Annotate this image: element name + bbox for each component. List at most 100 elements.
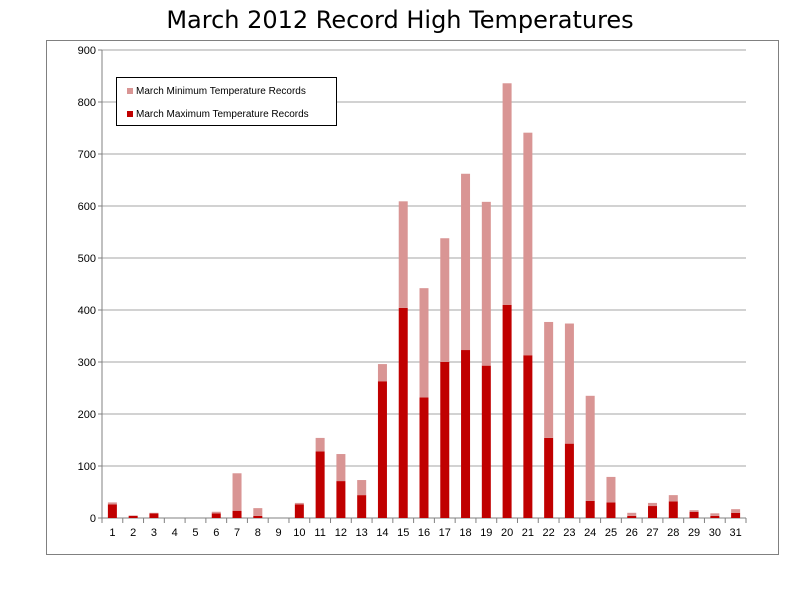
x-tick-label: 11	[314, 527, 325, 539]
y-tick-label: 300	[78, 357, 96, 369]
chart-legend: March Minimum Temperature Records March …	[116, 77, 337, 126]
x-tick-label: 7	[234, 527, 240, 539]
x-tick-label: 9	[276, 527, 282, 539]
bar-minimum	[585, 395, 595, 501]
bar-maximum	[502, 304, 512, 518]
bar-minimum	[419, 288, 429, 398]
bar-minimum	[627, 512, 637, 516]
bar-maximum	[564, 443, 574, 518]
bar-maximum	[149, 513, 159, 518]
bar-minimum	[107, 502, 117, 505]
x-tick-label: 24	[584, 527, 596, 539]
x-tick-label: 29	[688, 527, 700, 539]
bar-maximum	[481, 365, 491, 518]
bar-minimum	[564, 323, 574, 444]
bar-maximum	[731, 512, 741, 518]
x-tick-label: 18	[459, 527, 471, 539]
y-tick-label: 200	[78, 409, 96, 421]
bar-maximum	[211, 513, 221, 518]
bar-maximum	[357, 495, 367, 518]
bar-minimum	[294, 502, 304, 505]
bar-maximum	[419, 397, 429, 518]
chart-title: March 2012 Record High Temperatures	[166, 6, 634, 34]
x-tick-label: 21	[522, 527, 534, 539]
x-tick-label: 27	[646, 527, 658, 539]
y-tick-label: 700	[78, 149, 96, 161]
bar-maximum	[689, 511, 699, 518]
bar-maximum	[253, 515, 263, 518]
x-tick-label: 28	[667, 527, 679, 539]
bar-maximum	[648, 506, 658, 518]
y-tick-label: 800	[78, 97, 96, 109]
bar-maximum	[107, 504, 117, 518]
bar-maximum	[627, 515, 637, 518]
bar-minimum	[336, 454, 346, 482]
bar-minimum	[606, 476, 616, 503]
x-tick-label: 14	[376, 527, 388, 539]
bar-maximum	[377, 381, 387, 518]
bar-minimum	[440, 238, 450, 362]
bar-maximum	[315, 451, 325, 518]
x-tick-label: 6	[213, 527, 219, 539]
x-tick-label: 30	[709, 527, 721, 539]
bar-minimum	[544, 321, 554, 438]
legend-swatch-maximum	[127, 111, 133, 117]
x-tick-label: 23	[563, 527, 575, 539]
x-tick-label: 22	[543, 527, 555, 539]
bar-minimum	[648, 502, 658, 507]
bar-maximum	[294, 504, 304, 518]
x-tick-label: 4	[172, 527, 178, 539]
y-tick-label: 0	[90, 513, 96, 525]
x-tick-label: 31	[729, 527, 741, 539]
x-tick-label: 25	[605, 527, 617, 539]
legend-swatch-minimum	[127, 88, 133, 94]
x-tick-label: 19	[480, 527, 492, 539]
bar-minimum	[357, 480, 367, 496]
y-tick-label: 900	[78, 45, 96, 57]
legend-item-maximum: March Maximum Temperature Records	[127, 109, 309, 120]
legend-label-maximum: March Maximum Temperature Records	[136, 109, 309, 120]
x-tick-label: 13	[356, 527, 368, 539]
bar-maximum	[710, 515, 720, 518]
bar-maximum	[544, 437, 554, 518]
bar-minimum	[689, 510, 699, 512]
bar-minimum	[128, 515, 138, 516]
bar-maximum	[232, 510, 242, 518]
x-tick-label: 26	[626, 527, 638, 539]
x-tick-label: 10	[293, 527, 305, 539]
bar-maximum	[461, 350, 471, 518]
bar-minimum	[398, 201, 408, 308]
x-tick-label: 2	[130, 527, 136, 539]
bar-minimum	[232, 473, 242, 511]
x-tick-label: 20	[501, 527, 513, 539]
bar-minimum	[315, 437, 325, 452]
bar-maximum	[336, 481, 346, 518]
bar-maximum	[523, 355, 533, 518]
bar-maximum	[398, 307, 408, 518]
x-tick-label: 15	[397, 527, 409, 539]
legend-item-minimum: March Minimum Temperature Records	[127, 86, 306, 97]
x-tick-label: 8	[255, 527, 261, 539]
y-tick-label: 400	[78, 305, 96, 317]
bar-minimum	[523, 132, 533, 356]
bar-minimum	[461, 173, 471, 351]
legend-label-minimum: March Minimum Temperature Records	[136, 86, 306, 97]
bar-minimum	[502, 83, 512, 305]
chart-frame	[46, 40, 779, 555]
bar-maximum	[668, 501, 678, 518]
x-tick-label: 16	[418, 527, 430, 539]
bar-maximum	[585, 500, 595, 518]
bar-minimum	[668, 495, 678, 502]
y-tick-label: 600	[78, 201, 96, 213]
bar-minimum	[731, 509, 741, 513]
bar-minimum	[481, 201, 491, 366]
bar-minimum	[149, 512, 159, 514]
bar-maximum	[128, 515, 138, 518]
bar-minimum	[377, 364, 387, 382]
bar-minimum	[253, 508, 263, 516]
y-tick-label: 500	[78, 253, 96, 265]
bar-maximum	[440, 362, 450, 518]
x-tick-label: 1	[109, 527, 115, 539]
x-tick-label: 17	[439, 527, 451, 539]
